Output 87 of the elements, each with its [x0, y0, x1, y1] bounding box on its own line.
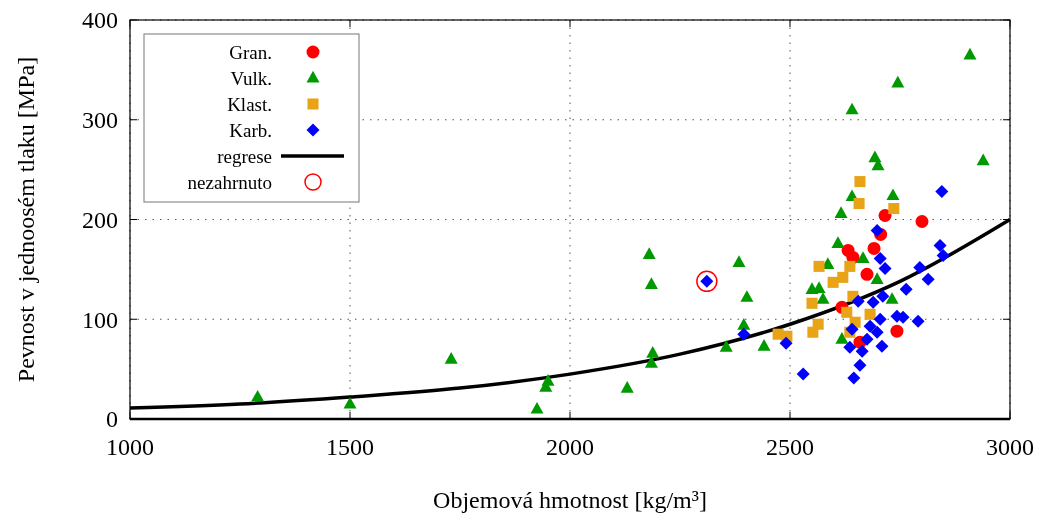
point [343, 396, 357, 409]
point [541, 373, 555, 386]
y-axis-title: Pevnost v jednoosém tlaku [MPa] [13, 56, 39, 383]
point [911, 314, 925, 328]
point [732, 255, 746, 267]
legend-label: regrese [217, 145, 272, 167]
point [921, 272, 935, 286]
point [854, 176, 866, 188]
point [875, 339, 889, 353]
y-tick-label: 300 [82, 107, 118, 134]
point [870, 223, 884, 237]
point [845, 102, 859, 115]
point [835, 332, 849, 344]
point [890, 324, 904, 338]
point [870, 325, 884, 339]
x-tick-label: 2000 [546, 434, 594, 460]
point [873, 312, 887, 326]
point [834, 206, 848, 219]
point [843, 340, 857, 354]
point [891, 75, 905, 88]
point [870, 272, 884, 284]
point [885, 292, 899, 304]
point [827, 276, 839, 288]
point [886, 188, 900, 201]
point [737, 327, 751, 341]
legend-label: Gran. [229, 41, 272, 63]
point [963, 47, 977, 60]
point [530, 401, 544, 414]
point [779, 336, 793, 350]
point [737, 318, 751, 330]
point [844, 260, 856, 272]
point [888, 203, 900, 215]
point [806, 297, 818, 309]
point [796, 367, 810, 381]
point [878, 209, 892, 223]
point [620, 380, 634, 393]
y-tick-label: 400 [82, 7, 118, 34]
x-axis-title: Objemová hmotnost [kg/m³] [433, 487, 707, 513]
point [444, 352, 458, 364]
point [642, 247, 656, 259]
point [876, 289, 890, 303]
point [644, 355, 658, 368]
legend-label: nezahrnuto [187, 171, 272, 193]
x-tick-label: 1500 [326, 434, 374, 460]
point [831, 236, 845, 248]
point [855, 344, 869, 358]
point [873, 251, 887, 265]
point [867, 241, 881, 255]
point [853, 358, 867, 372]
x-tick-label: 3000 [986, 434, 1034, 460]
point [864, 308, 876, 320]
point [845, 322, 859, 336]
point [807, 326, 819, 338]
point [813, 260, 825, 272]
point [847, 371, 861, 385]
point [915, 215, 929, 228]
point [719, 340, 733, 352]
y-tick-label: 0 [106, 406, 118, 433]
point [899, 282, 913, 296]
point [860, 267, 874, 281]
legend-label: Vulk. [230, 67, 272, 89]
point [878, 261, 892, 275]
point [757, 339, 771, 351]
y-tick-label: 100 [82, 306, 118, 333]
point [251, 389, 265, 402]
point [866, 295, 880, 309]
point [841, 306, 853, 318]
point [646, 346, 660, 358]
point [696, 270, 718, 293]
point [644, 277, 658, 289]
point [935, 185, 949, 199]
point [976, 153, 990, 166]
legend-label: Karb. [229, 119, 272, 141]
point [913, 260, 927, 274]
point [853, 198, 865, 210]
y-tick-label: 200 [82, 206, 118, 233]
point [863, 319, 877, 333]
point [936, 248, 950, 262]
x-tick-label: 2500 [766, 434, 814, 460]
point [860, 332, 874, 346]
point [933, 238, 947, 252]
point [816, 292, 830, 304]
point [851, 294, 865, 308]
legend-label: Klast. [227, 93, 272, 115]
x-tick-label: 1000 [106, 434, 154, 460]
point [856, 251, 870, 263]
point [740, 290, 754, 302]
